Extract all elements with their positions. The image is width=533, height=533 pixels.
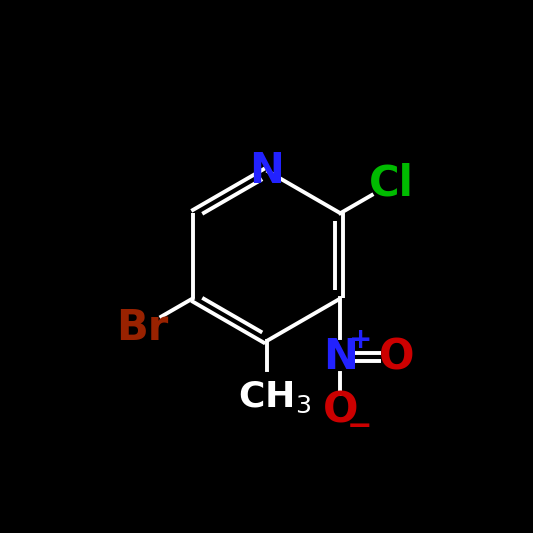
Text: N: N <box>323 336 358 378</box>
Text: CH$_3$: CH$_3$ <box>238 379 311 415</box>
Text: O: O <box>378 336 414 378</box>
Text: O: O <box>322 390 358 431</box>
Text: Br: Br <box>116 307 168 349</box>
Text: −: − <box>346 412 372 441</box>
Text: +: + <box>349 326 372 354</box>
Text: Cl: Cl <box>369 163 414 205</box>
Text: N: N <box>249 150 284 191</box>
